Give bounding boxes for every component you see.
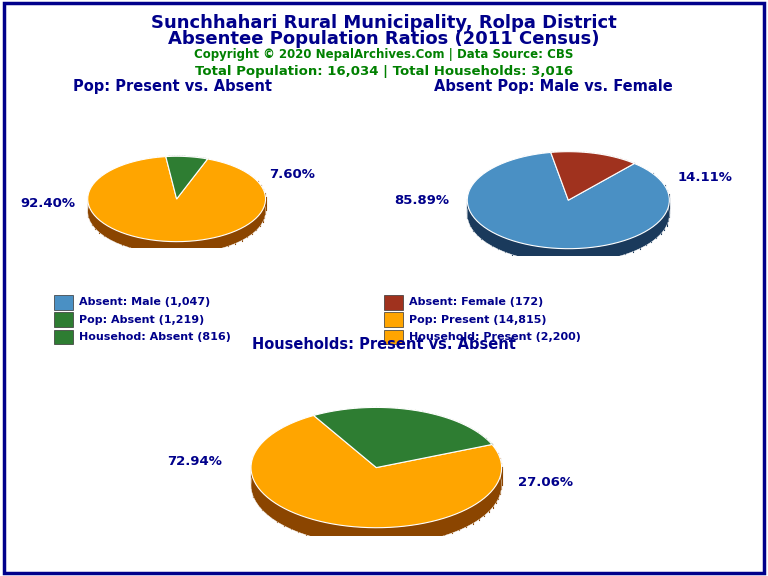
Polygon shape <box>88 169 266 254</box>
Polygon shape <box>551 166 634 214</box>
Text: Absent: Female (172): Absent: Female (172) <box>409 297 544 308</box>
Polygon shape <box>251 415 502 528</box>
Polygon shape <box>251 433 502 545</box>
Text: Pop: Present (14,815): Pop: Present (14,815) <box>409 314 547 325</box>
Text: 85.89%: 85.89% <box>394 194 449 207</box>
Text: 27.06%: 27.06% <box>518 476 573 489</box>
Text: Househod: Absent (816): Househod: Absent (816) <box>79 332 231 342</box>
Text: Pop: Present vs. Absent: Pop: Present vs. Absent <box>73 79 273 94</box>
Text: Absent: Male (1,047): Absent: Male (1,047) <box>79 297 210 308</box>
Polygon shape <box>551 151 634 200</box>
Text: 7.60%: 7.60% <box>270 168 315 180</box>
Text: 14.11%: 14.11% <box>677 172 732 184</box>
Polygon shape <box>313 407 492 468</box>
Text: Absentee Population Ratios (2011 Census): Absentee Population Ratios (2011 Census) <box>168 30 600 48</box>
Text: Pop: Absent (1,219): Pop: Absent (1,219) <box>79 314 204 325</box>
Text: Households: Present vs. Absent: Households: Present vs. Absent <box>252 337 516 352</box>
Text: Copyright © 2020 NepalArchives.Com | Data Source: CBS: Copyright © 2020 NepalArchives.Com | Dat… <box>194 48 574 62</box>
Text: Household: Present (2,200): Household: Present (2,200) <box>409 332 581 342</box>
Polygon shape <box>467 153 670 249</box>
Text: Total Population: 16,034 | Total Households: 3,016: Total Population: 16,034 | Total Househo… <box>195 65 573 78</box>
Text: Absent Pop: Male vs. Female: Absent Pop: Male vs. Female <box>434 79 672 94</box>
Polygon shape <box>166 169 207 211</box>
Text: 72.94%: 72.94% <box>167 455 222 468</box>
Polygon shape <box>467 166 670 263</box>
Text: 92.40%: 92.40% <box>20 197 75 210</box>
Polygon shape <box>88 157 266 242</box>
Polygon shape <box>166 156 207 199</box>
Text: Sunchhahari Rural Municipality, Rolpa District: Sunchhahari Rural Municipality, Rolpa Di… <box>151 14 617 32</box>
Polygon shape <box>313 425 492 485</box>
